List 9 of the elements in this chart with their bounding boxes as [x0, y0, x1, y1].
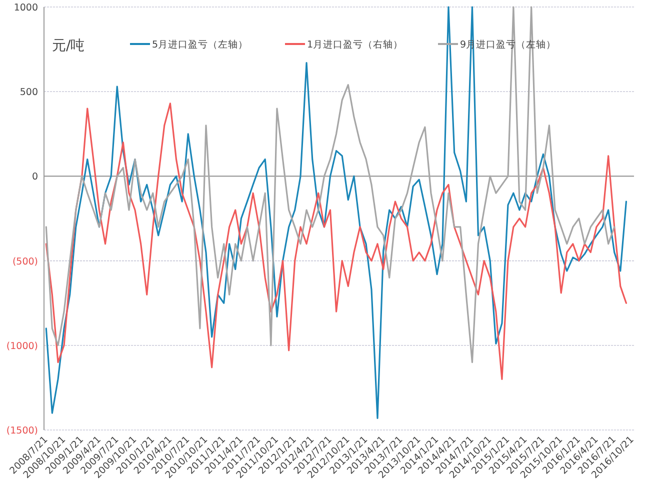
y-tick-label: (500): [12, 256, 38, 268]
y-tick-label: 0: [32, 172, 38, 183]
legend-label: 5月进口盈亏（左轴）: [152, 38, 248, 50]
y-tick-label: (1000): [6, 340, 38, 352]
y-tick-label: (1500): [6, 426, 38, 436]
y-axis-title: 元/吨: [52, 38, 85, 54]
legend-label: 1月进口盈亏（右轴）: [307, 38, 404, 50]
y-tick-label: 1000: [14, 2, 38, 14]
y-tick-label: 500: [20, 87, 38, 98]
